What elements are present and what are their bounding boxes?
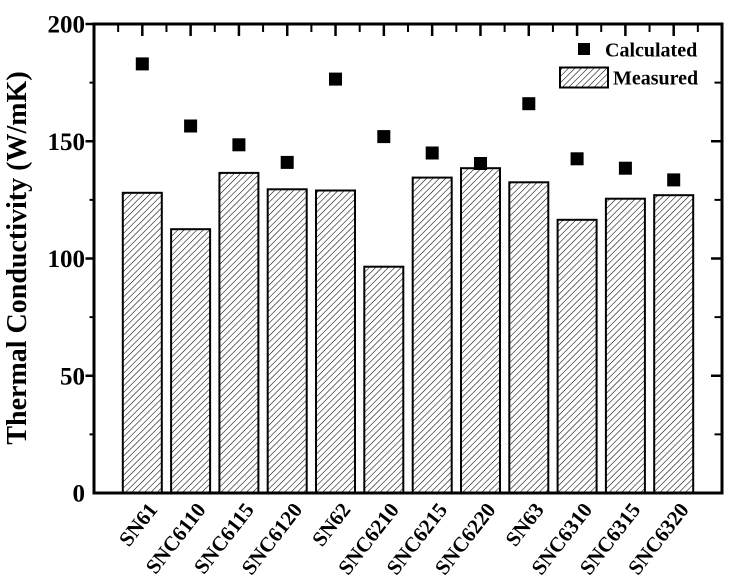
calculated-marker-SNC6320 (667, 173, 681, 187)
axes-ticks-group: 0 50 100 150 200 (48, 12, 722, 508)
y-axis-title: Thermal Conductivity (W/mK) (2, 71, 33, 444)
y-tick-label: 200 (48, 12, 86, 39)
calculated-marker-SNC6220 (474, 157, 487, 170)
calculated-markers-group (135, 57, 681, 187)
measured-bar-SN61 (121, 191, 163, 495)
legend-measured-swatch-icon (559, 66, 609, 89)
calculated-marker-SNC6215 (425, 146, 439, 160)
x-tick-label-SN61: SN61 (114, 498, 162, 550)
legend: Calculated Measured (559, 40, 698, 90)
calculated-marker-SNC6310 (570, 152, 584, 166)
y-tick-label: 150 (48, 129, 86, 156)
plot-frame (92, 22, 724, 495)
measured-bar-SNC6110 (170, 228, 212, 494)
calculated-marker-SNC6115 (232, 138, 246, 152)
x-tick-label-SN62: SN62 (307, 498, 355, 550)
measured-bar-SNC6210 (363, 265, 405, 495)
measured-bar-SNC6215 (411, 176, 453, 494)
measured-bar-SNC6115 (218, 171, 260, 494)
calculated-marker-SNC6210 (377, 130, 391, 144)
measured-bar-SNC6120 (266, 188, 308, 495)
y-tick-label: 0 (73, 481, 86, 508)
y-tick-label: 50 (60, 363, 85, 390)
y-tick-label: 100 (48, 246, 86, 273)
calculated-marker-SN63 (522, 97, 536, 111)
measured-bar-SN62 (315, 189, 356, 494)
measured-bar-SNC6315 (604, 197, 646, 494)
legend-measured-label: Measured (613, 68, 698, 90)
x-tick-label-SN63: SN63 (500, 498, 548, 550)
legend-calculated-label: Calculated (605, 40, 697, 62)
legend-calculated-marker-icon (578, 43, 590, 55)
measured-bar-SN63 (508, 181, 550, 495)
calculated-marker-SNC6120 (280, 155, 294, 169)
calculated-marker-SN62 (329, 72, 342, 86)
measured-bar-SNC6220 (460, 167, 501, 494)
calculated-marker-SNC6315 (618, 161, 632, 175)
measured-bar-SNC6310 (556, 218, 598, 495)
measured-bar-SNC6320 (653, 194, 695, 494)
measured-bars-group (121, 167, 695, 495)
calculated-marker-SNC6110 (184, 119, 198, 133)
calculated-marker-SN61 (135, 57, 149, 71)
